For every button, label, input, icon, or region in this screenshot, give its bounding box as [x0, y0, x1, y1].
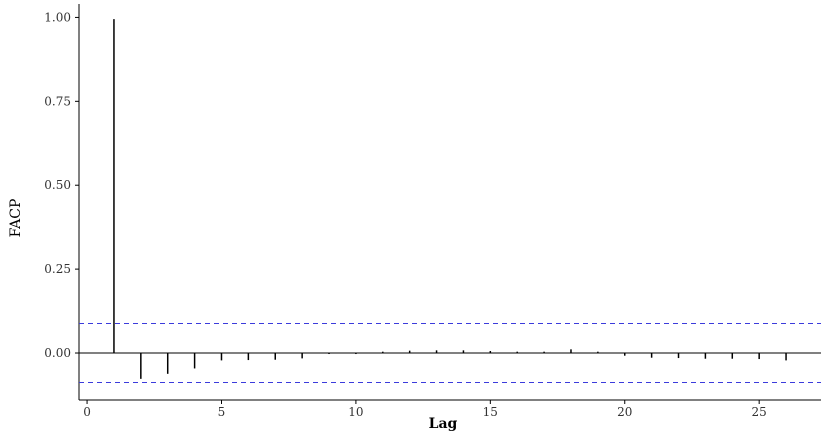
x-axis-label: Lag	[429, 416, 458, 432]
x-tick-label: 0	[83, 405, 91, 419]
x-tick-label: 10	[348, 405, 363, 419]
tick-labels: 0.00 0.25 0.50 0.75 1.00 0 5 10 15 20 25	[44, 10, 767, 419]
x-tick-label: 5	[218, 405, 226, 419]
y-tick-label: 1.00	[44, 10, 71, 24]
y-tick-label: 0.25	[44, 262, 71, 276]
y-tick-label: 0.50	[44, 178, 71, 192]
x-tick-label: 20	[617, 405, 632, 419]
y-axis-label: FACP	[8, 199, 24, 238]
x-tick-label: 25	[752, 405, 767, 419]
y-tick-label: 0.00	[44, 346, 71, 360]
y-tick-label: 0.75	[44, 94, 71, 108]
spikes	[79, 19, 821, 384]
axes	[75, 4, 821, 404]
x-tick-label: 15	[483, 405, 498, 419]
